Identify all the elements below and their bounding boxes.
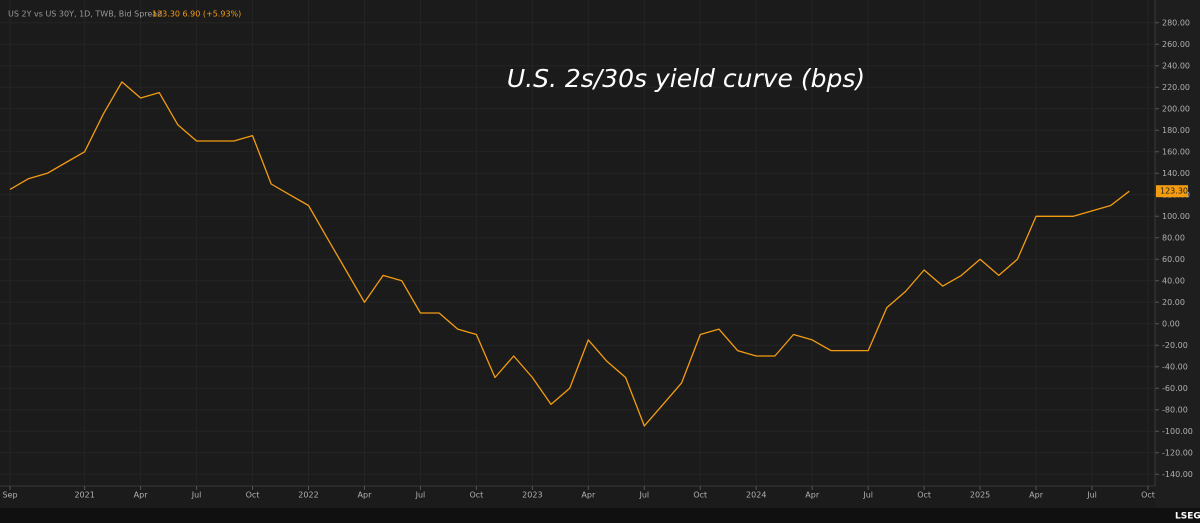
y-tick-label: 20.00 bbox=[1162, 298, 1185, 307]
footer-bar bbox=[0, 508, 1200, 523]
y-tick-label: 40.00 bbox=[1162, 276, 1185, 285]
price-label: 123.30 bbox=[1160, 187, 1188, 196]
y-tick-label: 240.00 bbox=[1162, 61, 1190, 70]
y-tick-label: -100.00 bbox=[1162, 427, 1193, 436]
x-tick-label: Jul bbox=[415, 491, 426, 500]
x-tick-label: Apr bbox=[581, 491, 596, 500]
y-tick-label: 140.00 bbox=[1162, 169, 1190, 178]
y-tick-label: 0.00 bbox=[1162, 319, 1180, 328]
x-tick-label: 2022 bbox=[298, 491, 318, 500]
y-tick-label: -120.00 bbox=[1162, 448, 1193, 457]
x-tick-label: Oct bbox=[917, 491, 931, 500]
y-tick-label: 260.00 bbox=[1162, 40, 1190, 49]
x-tick-label: Jul bbox=[191, 491, 202, 500]
x-tick-label: Sep bbox=[2, 491, 17, 500]
chart-title: U.S. 2s/30s yield curve (bps) bbox=[507, 64, 865, 93]
y-tick-label: -40.00 bbox=[1162, 362, 1188, 371]
x-tick-label: 2021 bbox=[74, 491, 94, 500]
y-tick-label: 100.00 bbox=[1162, 212, 1190, 221]
x-tick-label: 2024 bbox=[746, 491, 766, 500]
y-tick-label: -140.00 bbox=[1162, 470, 1193, 479]
y-tick-label: 160.00 bbox=[1162, 147, 1190, 156]
y-tick-label: -80.00 bbox=[1162, 405, 1188, 414]
y-tick-label: -60.00 bbox=[1162, 384, 1188, 393]
x-tick-label: Apr bbox=[134, 491, 149, 500]
x-tick-label: Apr bbox=[1029, 491, 1044, 500]
x-tick-label: Jul bbox=[862, 491, 873, 500]
brand: LSEG bbox=[1175, 512, 1200, 522]
x-tick-label: Oct bbox=[1141, 491, 1155, 500]
x-tick-label: Jul bbox=[638, 491, 649, 500]
header-values: 123.30 6.90 (+5.93%) bbox=[152, 10, 241, 19]
price-label-box bbox=[1156, 185, 1188, 198]
x-tick-label: Oct bbox=[469, 491, 483, 500]
x-tick-label: Apr bbox=[805, 491, 820, 500]
x-tick-label: Oct bbox=[246, 491, 260, 500]
y-tick-label: -20.00 bbox=[1162, 341, 1188, 350]
y-axis-panel bbox=[1155, 0, 1200, 508]
legend-text: US 2Y vs US 30Y, 1D, TWB, Bid Spread bbox=[8, 10, 162, 19]
y-tick-label: 60.00 bbox=[1162, 255, 1185, 264]
y-tick-label: 180.00 bbox=[1162, 126, 1190, 135]
x-tick-label: 2025 bbox=[970, 491, 990, 500]
y-tick-label: 220.00 bbox=[1162, 83, 1190, 92]
y-tick-label: 200.00 bbox=[1162, 104, 1190, 113]
x-tick-label: Jul bbox=[1086, 491, 1097, 500]
data-line bbox=[9, 81, 1130, 427]
x-tick-label: 2023 bbox=[522, 491, 542, 500]
y-tick-label: 280.00 bbox=[1162, 18, 1190, 27]
y-tick-label: 80.00 bbox=[1162, 233, 1185, 242]
x-tick-label: Oct bbox=[693, 491, 707, 500]
x-tick-label: Apr bbox=[358, 491, 373, 500]
